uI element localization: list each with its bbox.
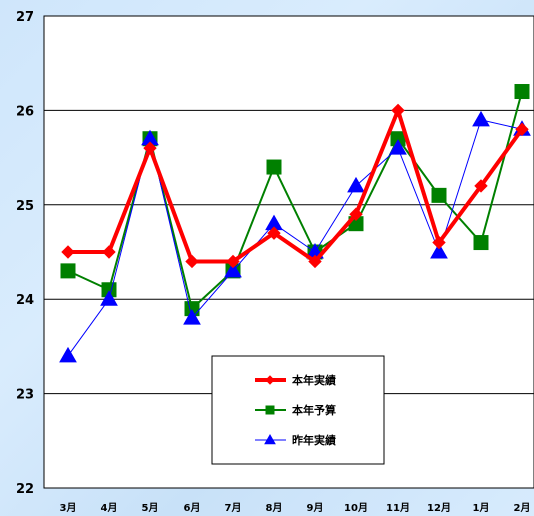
- x-tick-label: 8月: [266, 502, 283, 514]
- data-point-triangle: [59, 346, 77, 363]
- data-point-diamond: [308, 254, 322, 269]
- x-tick-label: 9月: [307, 502, 324, 514]
- x-tick-label: 6月: [184, 502, 201, 514]
- x-tick-label: 4月: [101, 502, 118, 514]
- x-axis-labels: 3月 4月 5月 6月 7月 8月 9月 10月 11月 12月 1月 2月: [60, 502, 531, 514]
- y-tick-label: 23: [16, 388, 34, 403]
- data-point-diamond: [515, 122, 529, 136]
- data-point-diamond: [265, 375, 275, 385]
- series-diamond: [61, 103, 529, 269]
- data-point-diamond: [102, 245, 116, 259]
- x-tick-label: 2月: [514, 502, 531, 514]
- y-tick-label: 24: [16, 293, 34, 308]
- data-point-diamond: [349, 207, 363, 221]
- data-point-diamond: [391, 103, 405, 118]
- y-tick-label: 25: [16, 199, 34, 214]
- data-point-triangle: [183, 309, 201, 325]
- x-tick-label: 7月: [225, 502, 242, 514]
- x-tick-label: 1月: [473, 502, 490, 514]
- series-layer: [59, 84, 531, 363]
- x-tick-label: 12月: [427, 502, 451, 514]
- legend-item: 本年実績: [255, 373, 336, 387]
- data-point-triangle: [389, 139, 407, 155]
- data-point-triangle: [224, 261, 242, 278]
- x-tick-label: 3月: [60, 502, 77, 514]
- data-point-diamond: [432, 235, 446, 250]
- legend-label: 本年実績: [292, 373, 336, 387]
- data-point-diamond: [185, 254, 199, 269]
- data-point-triangle: [100, 290, 118, 306]
- y-axis-labels: 22 23 24 25 26 27: [16, 10, 34, 497]
- legend-label: 本年予算: [292, 403, 336, 417]
- data-point-diamond: [61, 245, 75, 259]
- x-tick-label: 11月: [386, 502, 410, 514]
- x-tick-label: 10月: [344, 502, 368, 514]
- data-point-square: [473, 235, 489, 251]
- data-point-diamond: [226, 254, 240, 269]
- data-point-square: [431, 187, 447, 203]
- data-point-square: [60, 263, 76, 279]
- legend-item: 昨年実績: [255, 433, 336, 447]
- data-point-triangle: [264, 433, 276, 445]
- data-point-diamond: [474, 179, 488, 193]
- series-line: [68, 108, 524, 264]
- data-point-square: [266, 159, 282, 175]
- x-tick-label: 5月: [142, 502, 159, 514]
- data-point-square: [514, 84, 530, 100]
- data-point-triangle: [347, 176, 365, 193]
- data-point-diamond: [143, 141, 157, 155]
- legend-label: 昨年実績: [292, 433, 336, 447]
- data-point-diamond: [267, 226, 281, 240]
- data-point-triangle: [472, 110, 490, 127]
- data-point-square: [265, 405, 275, 415]
- legend-item: 本年予算: [255, 403, 336, 417]
- y-tick-label: 27: [16, 10, 34, 25]
- y-tick-label: 26: [16, 104, 34, 119]
- data-point-triangle: [430, 242, 448, 259]
- y-tick-label: 22: [16, 482, 34, 497]
- legend-box: [211, 355, 385, 465]
